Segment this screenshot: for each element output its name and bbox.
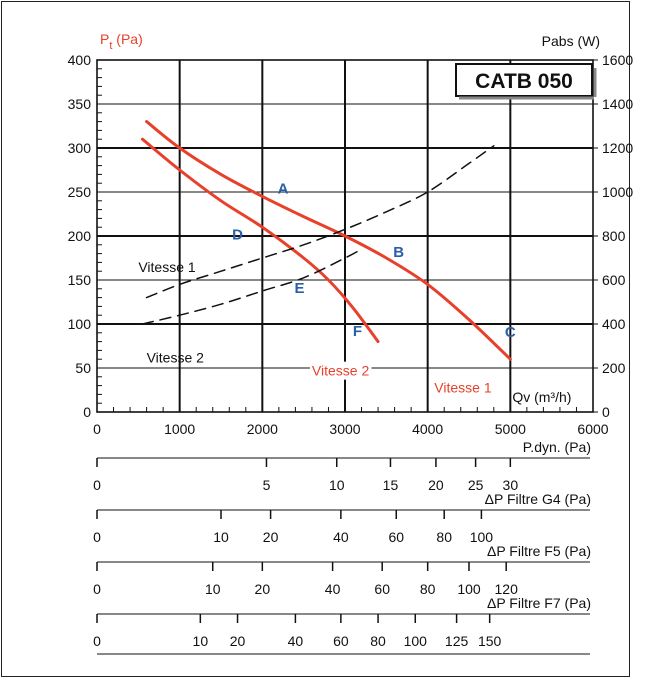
scale-tick-label: 120 [495, 581, 519, 597]
scale-tick-label: 0 [93, 529, 101, 545]
scale-title: P.dyn. (Pa) [523, 439, 591, 455]
scale-tick-label: 20 [428, 477, 444, 493]
scale-tick-label: 20 [263, 529, 279, 545]
y-left-tick-label: 150 [68, 272, 92, 288]
pressure-curve-vitesse-2 [140, 137, 380, 344]
scale-tick-label: 20 [230, 633, 246, 649]
point-label-f: F [353, 323, 362, 340]
y-left-tick-label: 250 [68, 184, 92, 200]
point-label-d: D [232, 226, 243, 243]
scale-tick-label: 80 [420, 581, 436, 597]
y-right-tick-label: 1400 [602, 96, 633, 112]
scale-tick-label: 125 [445, 633, 469, 649]
scale-tick-label: 40 [333, 529, 349, 545]
scale-tick-label: 150 [478, 633, 502, 649]
scale-tick-label: 100 [470, 529, 494, 545]
right-axis-title: Pabs (W) [542, 33, 600, 49]
left-axis-title: Pt (Pa) [100, 31, 143, 52]
x-tick-label: 5000 [495, 421, 526, 437]
scale-tick-label: 10 [205, 581, 221, 597]
x-tick-label: 1000 [164, 421, 195, 437]
point-label-a: A [278, 181, 289, 198]
scale-tick-label: 80 [436, 529, 452, 545]
y-left-tick-label: 200 [68, 228, 92, 244]
y-right-tick-label: 1200 [602, 140, 633, 156]
x-tick-label: 0 [93, 421, 101, 437]
y-left-tick-label: 0 [83, 404, 91, 420]
scale-tick-label: 60 [333, 633, 349, 649]
scale-tick-label: 40 [325, 581, 341, 597]
y-left-tick-label: 350 [68, 96, 92, 112]
scale-title: ΔP Filtre G4 (Pa) [485, 491, 591, 507]
pressure-curve-vitesse-1 [145, 120, 512, 361]
grid: 0 1000 2000 3000 4000 5000 6000050100150200250… [68, 52, 634, 437]
point-label-e: E [295, 280, 305, 297]
labels: Pt (Pa) Pabs (W) Qv (m³/h) CATB 050 A B C D E F Vi… [100, 31, 600, 405]
point-label-b: B [393, 244, 404, 261]
y-right-tick-label: 800 [602, 228, 626, 244]
y-right-tick-label: 1000 [602, 184, 633, 200]
scale-tick-label: 80 [370, 633, 386, 649]
scale-tick-label: 100 [404, 633, 428, 649]
scale-tick-label: 10 [193, 633, 209, 649]
scale-tick-label: 0 [93, 477, 101, 493]
scale-tick-label: 60 [374, 581, 390, 597]
scale-tick-label: 25 [468, 477, 484, 493]
curves [140, 120, 512, 361]
scale-tick-label: 5 [263, 477, 271, 493]
x-tick-label: 4000 [412, 421, 443, 437]
curve-label: Vitesse 2 [147, 349, 205, 365]
y-left-tick-label: 50 [75, 360, 91, 376]
y-right-tick-label: 600 [602, 272, 626, 288]
chart-frame [1, 1, 630, 677]
curve-label: Vitesse 1 [434, 379, 492, 395]
power-curve-vitesse-1 [145, 145, 495, 299]
y-right-tick-label: 0 [602, 404, 610, 420]
model-box [455, 63, 593, 97]
y-left-tick-label: 100 [68, 316, 92, 332]
scale-tick-label: 0 [93, 581, 101, 597]
scale-tick-label: 20 [255, 581, 271, 597]
scale-tick-label: 60 [388, 529, 404, 545]
y-left-tick-label: 300 [68, 140, 92, 156]
scale-tick-label: 10 [329, 477, 345, 493]
scale-tick-label: 10 [213, 529, 229, 545]
scale-tick-label: 100 [457, 581, 481, 597]
power-curve-vitesse-2 [141, 248, 363, 325]
curve-label-background [432, 378, 494, 397]
scale-tick-label: 15 [383, 477, 399, 493]
point-label-c: C [505, 324, 516, 341]
y-right-tick-label: 200 [602, 360, 626, 376]
model-box-label: CATB 050 [475, 70, 573, 93]
scale-tick-label: 30 [503, 477, 519, 493]
x-tick-label: 2000 [247, 421, 278, 437]
x-tick-label: 3000 [329, 421, 360, 437]
x-axis-title: Qv (m³/h) [512, 389, 571, 405]
x-tick-label: 6000 [577, 421, 608, 437]
scale-title: ΔP Filtre F5 (Pa) [487, 543, 591, 559]
curve-label-background [309, 361, 372, 380]
y-left-tick-label: 400 [68, 52, 92, 68]
scale-title: ΔP Filtre F7 (Pa) [487, 595, 591, 611]
scale-tick-label: 0 [93, 633, 101, 649]
curve-label: Vitesse 1 [138, 259, 196, 275]
scale-tick-label: 40 [288, 633, 304, 649]
y-right-tick-label: 400 [602, 316, 626, 332]
curve-label: Vitesse 2 [312, 363, 370, 379]
y-right-tick-label: 1600 [602, 52, 633, 68]
